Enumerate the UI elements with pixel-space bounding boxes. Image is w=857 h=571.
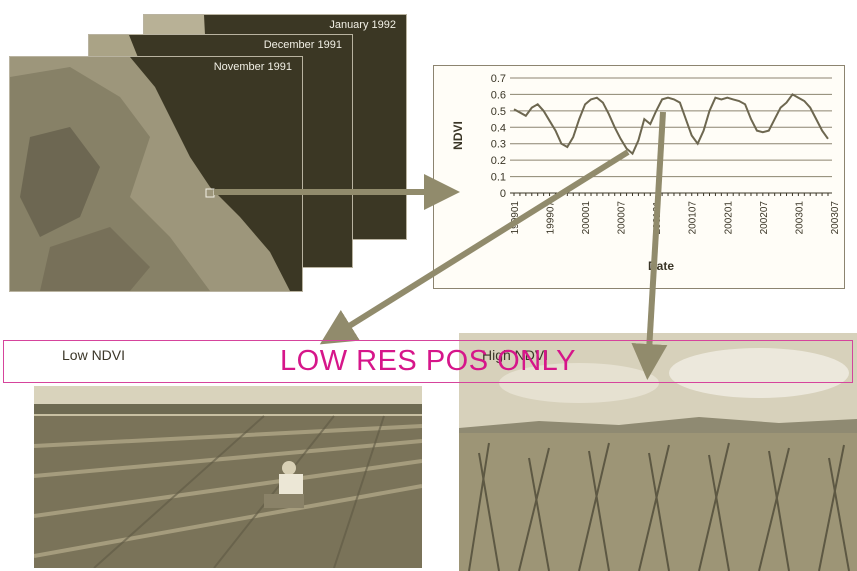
low-res-stamp: LOW RES POS ONLY — [3, 340, 853, 383]
y-tick-label: 0.3 — [491, 139, 506, 151]
high-ndvi-label: High NDVI — [482, 347, 549, 363]
y-tick-label: 0.2 — [491, 155, 506, 167]
frame-label-november-1991: November 1991 — [213, 61, 292, 73]
x-tick-label: 200001 — [581, 201, 592, 235]
low-res-stamp-text: LOW RES POS ONLY — [280, 345, 576, 377]
x-tick-label: 199901 — [510, 201, 521, 235]
x-tick-label: 200301 — [794, 201, 805, 235]
y-tick-label: 0 — [500, 188, 506, 200]
low-ndvi-label: Low NDVI — [62, 347, 126, 363]
y-tick-label: 0.6 — [491, 89, 506, 101]
ndvi-series-line — [513, 93, 829, 156]
x-tick-label: 200101 — [652, 201, 663, 235]
x-tick-label: 200201 — [723, 201, 734, 235]
x-tick-label: 200207 — [759, 201, 770, 235]
x-tick-label: 200307 — [830, 201, 841, 235]
x-tick-label: 199907 — [546, 201, 557, 235]
ndvi-chart-svg: 0 0.1 0.2 0.3 0.4 0.5 0.6 0.7 199901 199907 200001… — [451, 73, 841, 273]
satellite-image-november-1991: November 1991 — [9, 56, 303, 292]
frame-label-january-1992: January 1992 — [329, 19, 396, 31]
satellite-scene-november — [10, 57, 302, 291]
field-ploughed-scene — [34, 386, 422, 568]
y-tick-label: 0.7 — [491, 73, 506, 85]
high-ndvi-photo — [459, 333, 857, 571]
y-tick-label: 0.1 — [491, 172, 506, 184]
y-tick-label: 0.4 — [491, 122, 506, 134]
x-tick-label: 200007 — [617, 201, 628, 235]
y-tick-label: 0.5 — [491, 106, 506, 118]
sugarcane-field-scene — [459, 333, 857, 571]
low-ndvi-photo — [34, 386, 422, 568]
y-axis-label: NDVI — [451, 121, 465, 150]
frame-label-december-1991: December 1991 — [263, 39, 342, 51]
x-tick-label: 200107 — [688, 201, 699, 235]
cane-leaves — [468, 442, 850, 571]
x-axis-label: Date — [648, 259, 674, 273]
ndvi-chart: 0 0.1 0.2 0.3 0.4 0.5 0.6 0.7 199901 199907 200001… — [433, 65, 845, 289]
